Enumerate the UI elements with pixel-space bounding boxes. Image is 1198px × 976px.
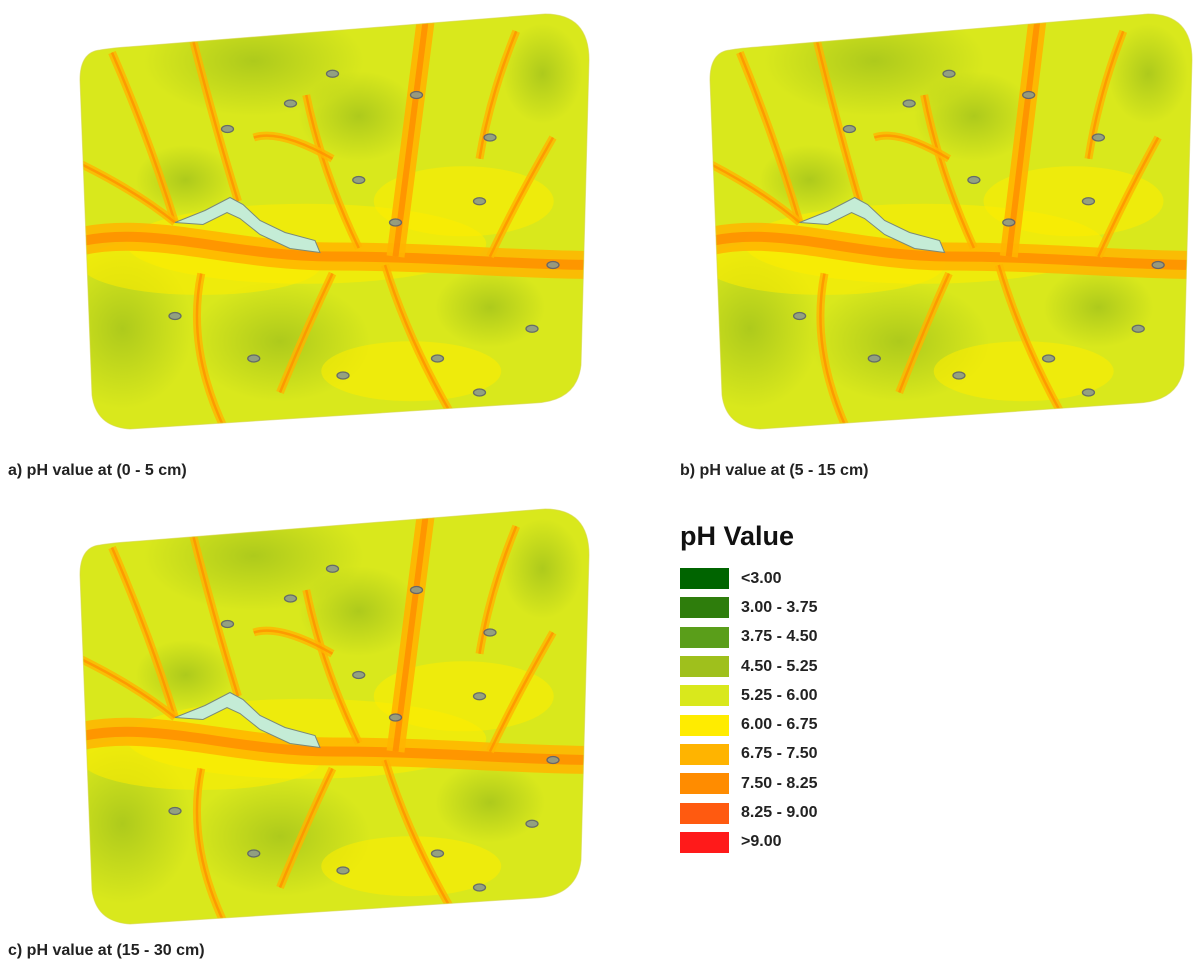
legend-label: 5.25 - 6.00 xyxy=(741,686,818,704)
legend-label: 6.00 - 6.75 xyxy=(741,716,818,734)
legend-title: pH Value xyxy=(680,521,795,551)
legend-item: 3.00 - 3.75 xyxy=(680,593,980,622)
legend-swatch xyxy=(680,743,729,765)
map-caption-b: b) pH value at (5 - 15 cm) xyxy=(680,462,869,479)
legend-label: >9.00 xyxy=(741,833,782,851)
legend-swatch xyxy=(680,773,729,795)
legend-item: 6.00 - 6.75 xyxy=(680,710,980,739)
legend-label: 6.75 - 7.50 xyxy=(741,745,818,763)
ph-map-0-5cm xyxy=(79,13,590,430)
legend-item: 6.75 - 7.50 xyxy=(680,740,980,769)
legend-label: 8.25 - 9.00 xyxy=(741,804,818,822)
legend-item: 3.75 - 4.50 xyxy=(680,623,980,652)
legend-item: 4.50 - 5.25 xyxy=(680,652,980,681)
legend-item: >9.00 xyxy=(680,828,980,857)
legend-label: 7.50 - 8.25 xyxy=(741,774,818,792)
ph-legend: pH Value <3.00 3.00 - 3.75 3.75 - 4.50 4.50… xyxy=(680,520,980,857)
legend-item: <3.00 xyxy=(680,564,980,593)
legend-swatch xyxy=(680,831,729,853)
legend-swatch xyxy=(680,656,729,678)
legend-label: 4.50 - 5.25 xyxy=(741,657,818,675)
legend-item: 7.50 - 8.25 xyxy=(680,769,980,798)
ph-map-5-15cm xyxy=(709,13,1193,430)
legend-swatch xyxy=(680,626,729,648)
ph-map-15-30cm xyxy=(79,508,590,925)
legend-label: 3.75 - 4.50 xyxy=(741,628,818,646)
map-caption-c: c) pH value at (15 - 30 cm) xyxy=(8,942,205,959)
legend-swatch xyxy=(680,802,729,824)
legend-swatch xyxy=(680,685,729,707)
legend-item: 8.25 - 9.00 xyxy=(680,798,980,827)
legend-item: 5.25 - 6.00 xyxy=(680,681,980,710)
legend-label: 3.00 - 3.75 xyxy=(741,598,818,616)
legend-swatch xyxy=(680,568,729,590)
legend-swatch xyxy=(680,714,729,736)
legend-label: <3.00 xyxy=(741,569,782,587)
legend-swatch xyxy=(680,597,729,619)
map-caption-a: a) pH value at (0 - 5 cm) xyxy=(8,462,187,479)
